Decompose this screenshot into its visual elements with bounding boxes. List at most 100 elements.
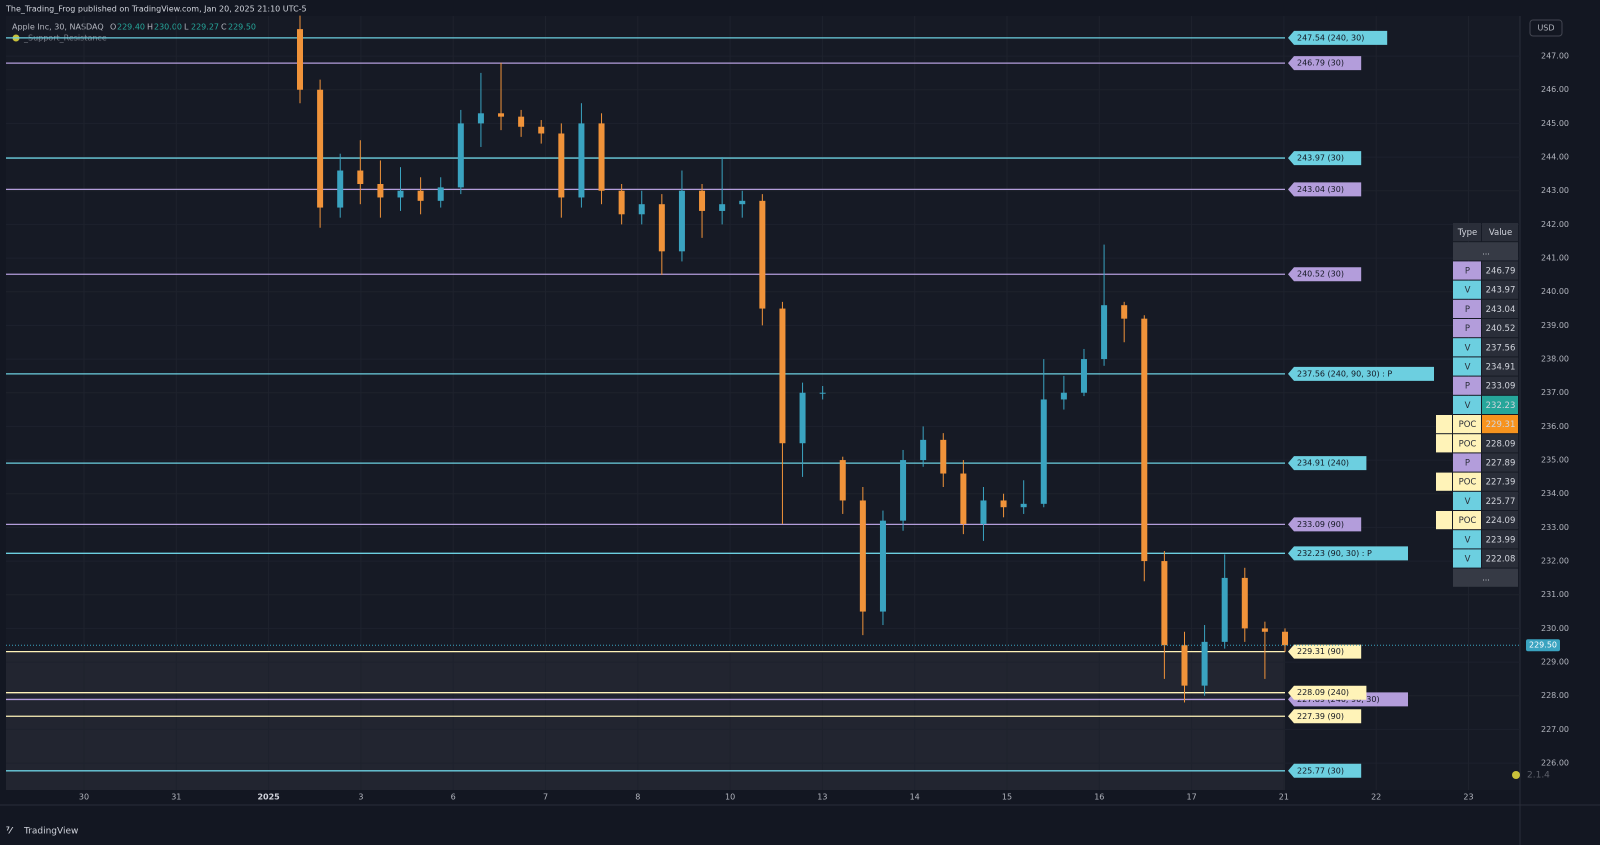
poc-marker: [1436, 472, 1452, 491]
table-header-cell: [1482, 223, 1518, 242]
value-text: 232.23: [1486, 401, 1516, 411]
y-tick-label: 241.00: [1541, 254, 1569, 263]
x-tick-label: 21: [1279, 793, 1289, 802]
y-tick-label: 238.00: [1541, 355, 1569, 364]
candle-body: [1000, 500, 1007, 508]
candle-body: [739, 200, 746, 205]
candle-body: [477, 113, 484, 124]
candle-body: [457, 123, 464, 188]
value-cell: [1482, 434, 1518, 453]
candle-body: [980, 500, 987, 525]
level-label: 243.04 (30): [1297, 185, 1344, 194]
type-text: V: [1465, 286, 1471, 296]
level-tag: [1288, 56, 1362, 71]
candle-body: [839, 460, 846, 501]
value-cell: [1482, 319, 1518, 338]
candle-body: [1060, 392, 1067, 400]
level-tag: [1288, 709, 1362, 724]
type-text: POC: [1459, 478, 1477, 488]
candle-body: [1080, 359, 1087, 393]
candle-body: [678, 190, 685, 252]
x-tick-label: 8: [635, 793, 640, 802]
value-cell: [1482, 338, 1518, 357]
x-tick-label: 30: [79, 793, 89, 802]
candle-body: [879, 520, 886, 612]
candle-body: [317, 89, 324, 208]
y-tick-label: 244.00: [1541, 153, 1569, 162]
x-tick-label: 13: [817, 793, 827, 802]
value-text: 223.99: [1486, 535, 1516, 545]
currency[interactable]: USD: [1537, 24, 1554, 33]
type-text: P: [1465, 324, 1470, 334]
value-text: 243.97: [1486, 286, 1516, 296]
value-cell: [1482, 511, 1518, 530]
type-text: POC: [1459, 439, 1477, 449]
y-tick-label: 247.00: [1541, 52, 1569, 61]
candle-body: [558, 133, 565, 198]
symbol[interactable]: Apple Inc, 30, NASDAQ: [12, 23, 104, 32]
type-text: V: [1465, 343, 1471, 353]
level-tag: [1288, 546, 1408, 561]
ohlc-value: 229.40: [117, 23, 145, 32]
value-cell: [1482, 472, 1518, 491]
level-label: 247.54 (240, 30): [1297, 33, 1364, 42]
poc-marker: [1436, 511, 1452, 530]
type-text: V: [1465, 363, 1471, 373]
level-tag: [1288, 151, 1362, 166]
y-tick-label: 237.00: [1541, 388, 1569, 397]
type-cell: [1453, 511, 1481, 530]
ohlc-label: C: [221, 23, 227, 32]
candle-body: [578, 123, 585, 198]
level-label: 233.09 (90): [1297, 520, 1344, 529]
level-label: 237.56 (240, 90, 30) : P: [1297, 369, 1392, 378]
type-cell: [1453, 338, 1481, 357]
candle-body: [1121, 305, 1128, 319]
type-text: P: [1465, 459, 1470, 469]
level-tag: [1288, 517, 1362, 532]
level-tag: [1288, 763, 1362, 778]
y-tick-label: 232.00: [1541, 557, 1569, 566]
ohlc-label: H: [147, 23, 153, 32]
y-tick-label: 227.00: [1541, 725, 1569, 734]
ohlc-value: 229.27: [191, 23, 219, 32]
candle-body: [397, 190, 404, 198]
level-tag: [1288, 366, 1434, 381]
value-text: 240.52: [1486, 324, 1516, 334]
last-price-label: 229.50: [1529, 641, 1557, 650]
type-cell: [1453, 549, 1481, 568]
level-label: 234.91 (240): [1297, 459, 1349, 468]
candle-body: [598, 123, 605, 191]
value-text: 246.79: [1486, 267, 1516, 277]
level-tag: [1288, 267, 1362, 282]
value-cell: [1482, 357, 1518, 376]
table-ellipsis-cell: [1453, 242, 1518, 261]
level-label: 225.77 (30): [1297, 766, 1344, 775]
y-tick-label: 231.00: [1541, 590, 1569, 599]
y-tick-label: 246.00: [1541, 85, 1569, 94]
brand-logo: ⁷⁄: [6, 827, 14, 837]
y-tick-label: 226.00: [1541, 759, 1569, 768]
poc-marker: [1436, 434, 1452, 453]
x-tick-label: 3: [358, 793, 363, 802]
x-tick-label: 14: [910, 793, 920, 802]
candle-body: [1241, 577, 1248, 629]
x-tick-label: 31: [171, 793, 181, 802]
value-text: 225.77: [1486, 497, 1516, 507]
level-label: 228.09 (240): [1297, 688, 1349, 697]
x-tick-label: 10: [725, 793, 735, 802]
value-cell: [1482, 376, 1518, 395]
candle-body: [498, 113, 505, 117]
x-tick-label: 16: [1094, 793, 1104, 802]
level-label: 227.39 (90): [1297, 712, 1344, 721]
x-tick-label: 15: [1002, 793, 1012, 802]
y-tick-label: 242.00: [1541, 220, 1569, 229]
value-text: 222.08: [1486, 555, 1516, 565]
type-cell: [1453, 261, 1481, 280]
table-header: Value: [1489, 228, 1512, 238]
type-cell: [1453, 395, 1481, 414]
candle-body: [618, 190, 625, 215]
candle-body: [699, 190, 706, 211]
type-cell: [1453, 434, 1481, 453]
type-text: V: [1465, 497, 1471, 507]
